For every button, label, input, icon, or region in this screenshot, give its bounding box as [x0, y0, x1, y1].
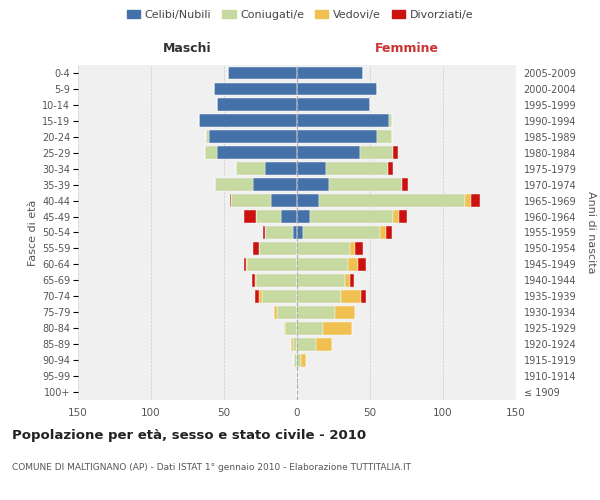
Bar	[244, 258, 246, 271]
Bar	[284, 322, 286, 334]
Bar	[246, 258, 247, 271]
Bar	[277, 306, 297, 318]
Bar	[329, 178, 402, 191]
Bar	[215, 178, 253, 191]
Bar	[394, 146, 398, 159]
Text: COMUNE DI MALTIGNANO (AP) - Dati ISTAT 1° gennaio 2010 - Elaborazione TUTTITALIA: COMUNE DI MALTIGNANO (AP) - Dati ISTAT 1…	[12, 464, 411, 472]
Bar	[297, 210, 310, 223]
Bar	[263, 226, 265, 239]
Bar	[253, 178, 297, 191]
Bar	[399, 210, 407, 223]
Bar	[361, 290, 365, 302]
Bar	[209, 130, 297, 143]
Bar	[293, 226, 297, 239]
Bar	[402, 178, 408, 191]
Bar	[256, 210, 281, 223]
Y-axis label: Fasce di età: Fasce di età	[28, 200, 38, 266]
Bar	[236, 162, 265, 175]
Bar	[274, 306, 277, 318]
Bar	[271, 194, 297, 207]
Bar	[254, 290, 259, 302]
Bar	[310, 210, 394, 223]
Bar	[199, 114, 297, 127]
Bar	[291, 338, 293, 350]
Bar	[294, 354, 297, 366]
Bar	[286, 322, 297, 334]
Text: Maschi: Maschi	[163, 42, 212, 55]
Bar	[389, 114, 392, 127]
Bar	[297, 98, 370, 112]
Bar	[297, 114, 389, 127]
Bar	[348, 258, 358, 271]
Bar	[350, 274, 354, 286]
Bar	[297, 82, 377, 96]
Bar	[254, 274, 256, 286]
Bar	[386, 226, 392, 239]
Bar	[297, 370, 298, 382]
Bar	[262, 290, 297, 302]
Bar	[297, 242, 350, 255]
Y-axis label: Anni di nascita: Anni di nascita	[586, 191, 596, 274]
Bar	[471, 194, 479, 207]
Bar	[335, 306, 355, 318]
Bar	[214, 82, 297, 96]
Bar	[377, 130, 392, 143]
Bar	[297, 146, 360, 159]
Bar	[394, 210, 399, 223]
Bar	[297, 226, 303, 239]
Bar	[380, 226, 386, 239]
Bar	[319, 194, 465, 207]
Bar	[316, 338, 332, 350]
Text: Popolazione per età, sesso e stato civile - 2010: Popolazione per età, sesso e stato civil…	[12, 430, 366, 442]
Bar	[253, 242, 259, 255]
Legend: Celibi/Nubili, Coniugati/e, Vedovi/e, Divorziati/e: Celibi/Nubili, Coniugati/e, Vedovi/e, Di…	[122, 6, 478, 25]
Bar	[265, 226, 293, 239]
Bar	[341, 290, 361, 302]
Bar	[281, 210, 297, 223]
Bar	[206, 130, 209, 143]
Bar	[297, 306, 335, 318]
Bar	[256, 274, 297, 286]
Bar	[345, 274, 350, 286]
Bar	[326, 162, 388, 175]
Bar	[297, 194, 319, 207]
Bar	[297, 274, 345, 286]
Bar	[297, 338, 316, 350]
Bar	[297, 322, 323, 334]
Bar	[265, 162, 297, 175]
Bar	[217, 146, 297, 159]
Text: Femmine: Femmine	[374, 42, 439, 55]
Bar	[297, 290, 341, 302]
Bar	[297, 258, 348, 271]
Bar	[297, 178, 329, 191]
Bar	[297, 130, 377, 143]
Bar	[229, 66, 297, 80]
Bar	[293, 338, 297, 350]
Bar	[205, 146, 217, 159]
Bar	[244, 210, 256, 223]
Bar	[259, 290, 262, 302]
Bar	[297, 354, 301, 366]
Bar	[297, 66, 363, 80]
Bar	[355, 242, 363, 255]
Bar	[247, 258, 297, 271]
Bar	[297, 162, 326, 175]
Bar	[232, 194, 271, 207]
Bar	[360, 146, 394, 159]
Bar	[259, 242, 297, 255]
Bar	[350, 242, 355, 255]
Bar	[230, 194, 232, 207]
Bar	[465, 194, 471, 207]
Bar	[358, 258, 365, 271]
Bar	[301, 354, 306, 366]
Bar	[303, 226, 380, 239]
Bar	[388, 162, 394, 175]
Bar	[252, 274, 254, 286]
Bar	[217, 98, 297, 112]
Bar	[323, 322, 352, 334]
